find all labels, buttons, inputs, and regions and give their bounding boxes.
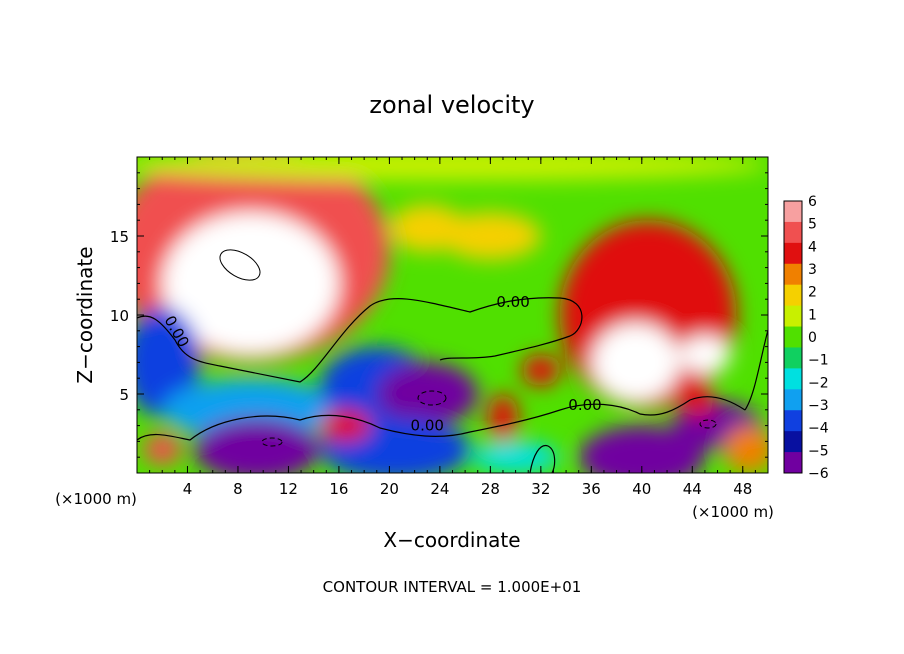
velocity-field: 0.000.000.000.00 (137, 157, 768, 473)
field-region (683, 386, 714, 418)
colorbar-swatch (784, 452, 802, 474)
x-tick-label: 12 (279, 480, 298, 498)
colorbar-swatch (784, 389, 802, 411)
colorbar: 6 5 4 3 2 1 0 −1 −2 −3 −4 −5 −6 (783, 194, 829, 482)
contour-label: 0.00 (568, 396, 601, 414)
field-region (487, 394, 519, 442)
x-tick-label: 48 (733, 480, 752, 498)
zero-contour-bottom-blob (529, 444, 556, 473)
colorbar-label: −3 (808, 398, 829, 414)
colorbar-swatch (784, 284, 802, 307)
colorbar-label: 4 (808, 239, 817, 255)
colorbar-label: −1 (808, 353, 829, 369)
negative-contour-center (417, 390, 447, 406)
colorbar-frame (783, 200, 803, 474)
colorbar-label: −5 (808, 443, 829, 459)
zero-contour-right (744, 329, 768, 411)
colorbar-label: 6 (808, 194, 817, 210)
x-axis-unit-right: (×1000 m) (692, 503, 774, 521)
contour-label: 0.00 (496, 293, 529, 311)
colorbar-swatch (784, 242, 802, 265)
colorbar-swatch (784, 431, 802, 453)
x-tick-label: 44 (683, 480, 702, 498)
chart-title: zonal velocity (369, 91, 534, 119)
x-tick-label: 16 (329, 480, 348, 498)
colorbar-label: −6 (808, 466, 829, 482)
x-axis-label: X−coordinate (383, 528, 520, 552)
colorbar-label: −4 (808, 421, 829, 437)
field-region (137, 157, 768, 181)
y-tick-label: 10 (110, 307, 129, 325)
field-region (193, 417, 320, 473)
field-region (471, 441, 560, 473)
colorbar-label: 0 (808, 330, 817, 346)
field-region (319, 409, 371, 442)
zero-contour-lower (137, 396, 746, 441)
field-region (162, 212, 339, 355)
colorbar-label: 3 (808, 262, 817, 278)
x-tick-label: 40 (632, 480, 651, 498)
x-tick-label: 24 (430, 480, 449, 498)
x-axis-unit-left: (×1000 m) (55, 490, 137, 508)
contour-interval-label: CONTOUR INTERVAL = 1.000E+01 (323, 578, 582, 596)
field-region (591, 322, 680, 402)
field-region (439, 212, 541, 260)
colorbar-swatch (784, 221, 802, 244)
colorbar-label: 1 (808, 307, 817, 323)
zero-contour-upper (137, 297, 583, 383)
colorbar-label: −2 (808, 375, 829, 391)
negative-contour-right (699, 419, 717, 429)
x-tick-label: 20 (380, 480, 399, 498)
colorbar-label: 2 (808, 285, 817, 301)
field-region (143, 433, 182, 466)
x-tick-label: 28 (481, 480, 500, 498)
field-region (376, 362, 478, 426)
colorbar-label: 5 (808, 217, 817, 233)
plot-area: 0.000.000.000.00 4 8 12 16 20 24 28 32 36 40 44 48 … (110, 156, 769, 498)
field-region (723, 425, 768, 473)
colorbar-swatch (784, 410, 802, 432)
x-tick-label: 36 (582, 480, 601, 498)
colorbar-swatch (784, 201, 802, 223)
colorbar-swatch (784, 347, 802, 369)
y-tick-label: 15 (110, 228, 129, 246)
colorbar-swatch (784, 305, 802, 328)
x-tick-label: 4 (183, 480, 193, 498)
y-axis-label: Z−coordinate (73, 246, 97, 383)
x-tick-label: 32 (531, 480, 550, 498)
field-region (521, 354, 560, 387)
y-tick-label: 5 (119, 386, 129, 404)
contour-label: 0.00 (411, 416, 444, 434)
colorbar-swatch (784, 326, 802, 348)
field-region (578, 425, 705, 473)
field-region (679, 335, 731, 374)
colorbar-swatch (784, 368, 802, 390)
positive-contour-core (219, 249, 261, 281)
colorbar-swatch (784, 263, 802, 286)
negative-contour-left (261, 437, 283, 447)
x-tick-label: 8 (233, 480, 243, 498)
